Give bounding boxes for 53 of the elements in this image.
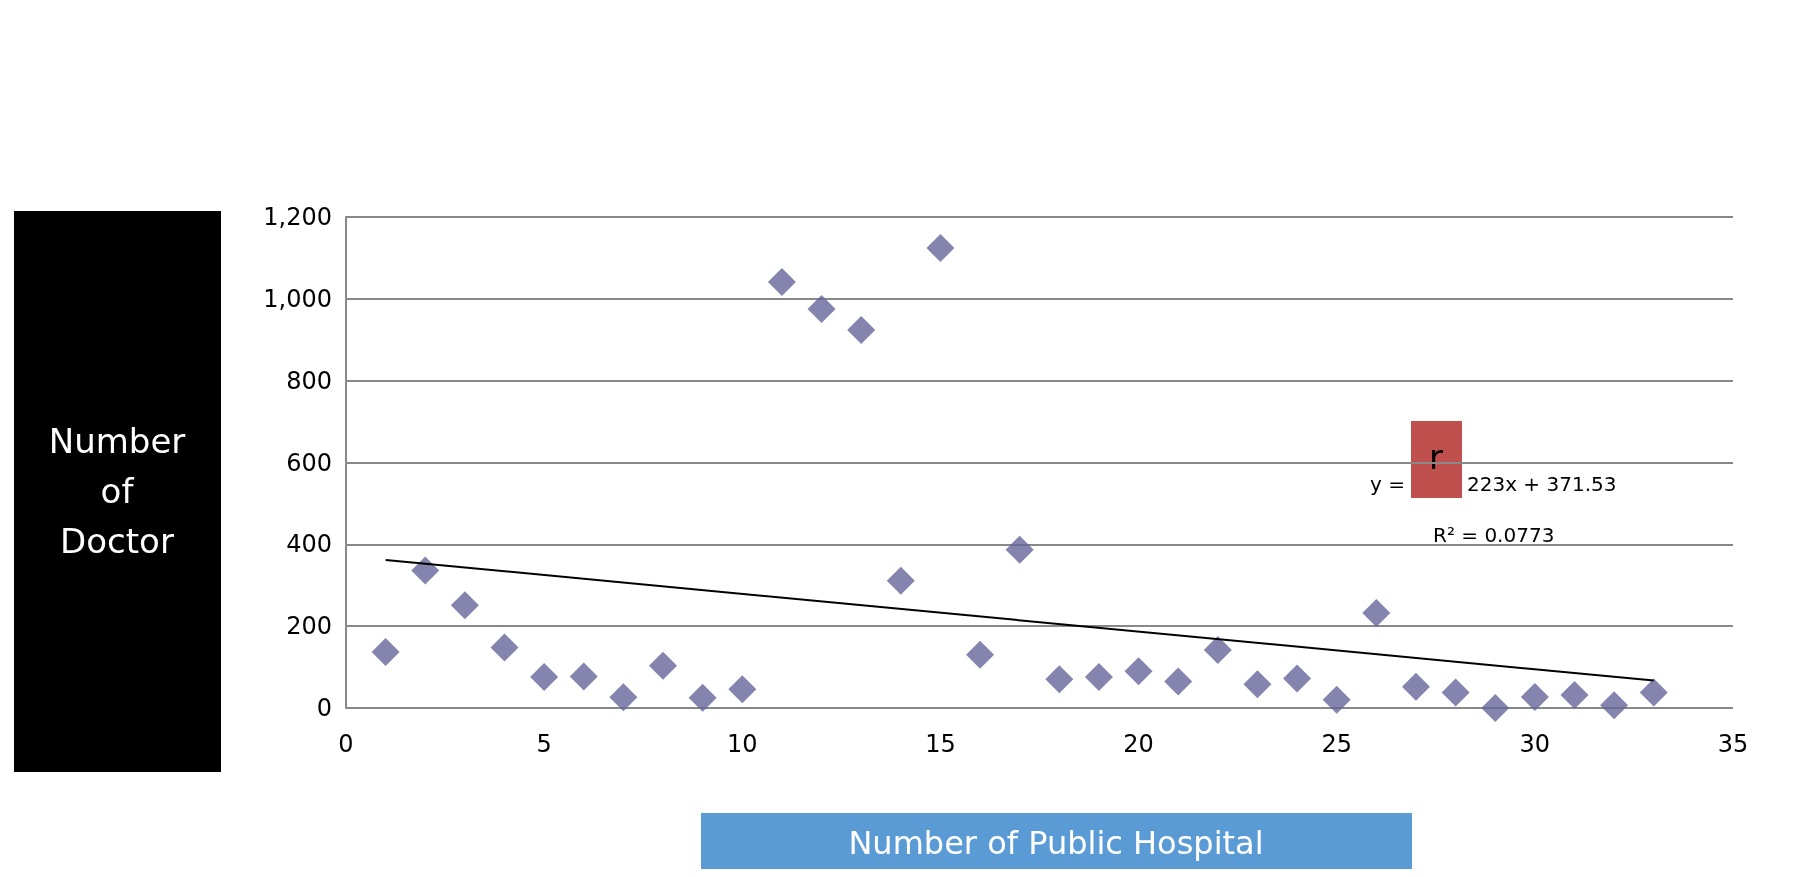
x-tick-label: 5 [536,730,552,758]
y-tick-label: 800 [286,366,332,395]
y-tick-label: 400 [286,530,332,559]
x-tick-label: 35 [1717,730,1749,758]
point [926,234,955,263]
point [1560,680,1589,709]
point [530,662,559,691]
point [411,556,440,585]
point [1005,535,1034,564]
point [767,268,796,297]
point [966,640,995,669]
y-axis-title: Number of Doctor [48,421,186,561]
point [1639,678,1668,707]
point [450,591,479,620]
point [1124,657,1153,686]
point [1401,672,1430,701]
annotation: y = [1370,472,1405,496]
annotation: R² = 0.0773 [1433,523,1555,547]
point [649,651,678,680]
point [1322,685,1351,714]
point [728,675,757,704]
y-tick-label: 1,000 [263,284,332,313]
point [371,637,400,666]
point [1084,662,1113,691]
point [807,295,836,324]
annotation: 223x + 371.53 [1467,472,1617,496]
y-tick-label: 600 [286,448,332,477]
point [1520,682,1549,711]
x-tick-label: 15 [925,730,956,758]
y-tick-label: 200 [286,612,332,641]
point [1283,664,1312,693]
point [1441,678,1470,707]
y-tick-label: 0 [316,694,332,722]
point [490,633,519,662]
point [609,683,638,712]
point [847,315,876,344]
point [1045,665,1074,694]
x-tick-label: 0 [338,730,354,758]
point [886,566,915,595]
point [1362,599,1391,628]
x-axis-title: Number of Public Hospital [848,824,1264,862]
point [1600,691,1629,720]
x-tick-label: 25 [1321,730,1352,758]
point [1203,635,1232,664]
point [1243,670,1272,699]
point [1164,667,1193,696]
point [1481,694,1510,722]
y-tick-label: 1,200 [263,203,332,231]
x-tick-label: 30 [1519,730,1551,758]
point [688,683,717,712]
x-tick-label: 10 [727,730,758,758]
point [569,662,598,691]
x-tick-label: 20 [1123,730,1154,758]
